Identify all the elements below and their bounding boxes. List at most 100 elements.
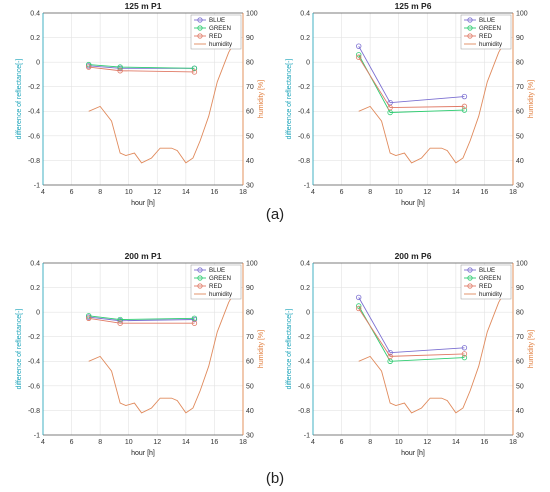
- y-right-tick-label: 40: [246, 158, 254, 165]
- series-group: [356, 37, 508, 164]
- y-tick-label: -0.4: [28, 359, 40, 366]
- series-line-blue: [358, 297, 465, 354]
- y-right-axis-label: humidity [%]: [258, 330, 265, 368]
- x-tick-label: 4: [311, 189, 315, 196]
- series-line-humidity: [358, 287, 508, 414]
- x-tick-label: 18: [509, 189, 517, 196]
- y-tick-label: -0.6: [298, 133, 310, 140]
- series-line-green: [88, 64, 195, 69]
- x-axis-label: hour [h]: [131, 200, 155, 207]
- y-tick-label: -1: [304, 182, 310, 189]
- y-right-tick-label: 100: [516, 260, 528, 267]
- x-tick-label: 12: [153, 189, 161, 196]
- y-tick-label: -0.2: [298, 84, 310, 91]
- x-tick-label: 8: [98, 439, 102, 446]
- legend-swatch-marker: [197, 33, 203, 39]
- x-tick-label: 16: [481, 439, 489, 446]
- legend-entry: humidity: [209, 41, 233, 48]
- y-right-tick-label: 80: [246, 60, 254, 67]
- legend-entry: humidity: [479, 41, 503, 48]
- y-right-tick-label: 30: [516, 432, 524, 439]
- legend-swatch-marker: [467, 33, 473, 39]
- y-axis-label: difference of reflectance[-]: [286, 59, 293, 140]
- y-tick-label: -0.6: [28, 383, 40, 390]
- x-tick-label: 14: [182, 439, 190, 446]
- y-tick-label: 0: [306, 310, 310, 317]
- y-right-tick-label: 80: [516, 60, 524, 67]
- y-right-tick-label: 60: [516, 359, 524, 366]
- chart-panel-3: 4 6 8 10 12 14 16 18 -1 -0.8 -0.6 -0.4 -0.2 0 0.2 0.4 30…: [16, 251, 265, 457]
- series-line-red: [358, 56, 465, 109]
- y-tick-label: -0.8: [28, 408, 40, 415]
- series-group: [86, 37, 238, 164]
- data-point-blue: [356, 294, 362, 301]
- chart-panel-4: 4 6 8 10 12 14 16 18 -1 -0.8 -0.6 -0.4 -0.2 0 0.2 0.4 30…: [286, 251, 535, 457]
- x-tick-label: 16: [211, 439, 219, 446]
- y-tick-label: 0.2: [30, 35, 40, 42]
- legend-swatch-marker: [467, 267, 473, 273]
- y-tick-label: -0.4: [298, 359, 310, 366]
- data-point-green: [356, 303, 362, 309]
- y-tick-label: -1: [304, 432, 310, 439]
- legend-swatch-marker: [467, 17, 473, 23]
- x-tick-label: 18: [509, 439, 517, 446]
- data-point-red: [356, 54, 362, 60]
- data-point-red: [461, 351, 468, 357]
- data-point-red: [191, 320, 198, 326]
- legend-entry: GREEN: [209, 25, 231, 32]
- series-line-blue: [358, 45, 465, 104]
- y-right-tick-label: 30: [246, 182, 254, 189]
- x-tick-label: 4: [311, 439, 315, 446]
- x-tick-label: 8: [368, 439, 372, 446]
- legend-box: [190, 264, 242, 300]
- legend-box: [460, 14, 512, 50]
- chart-panel-2: 4 6 8 10 12 14 16 18 -1 -0.8 -0.6 -0.4 -0.2 0 0.2 0.4 30…: [286, 1, 535, 207]
- data-point-blue: [461, 345, 468, 351]
- legend-swatch-marker: [197, 25, 203, 31]
- chart-panel-1: 4 6 8 10 12 14 16 18 -1 -0.8 -0.6 -0.4 -0.2 0 0.2 0.4 30…: [16, 1, 265, 207]
- y-axis-label: difference of reflectance[-]: [16, 309, 23, 390]
- legend-entry: RED: [479, 283, 493, 290]
- legend-entry: BLUE: [209, 267, 225, 274]
- y-right-axis-label: humidity [%]: [528, 80, 535, 118]
- data-point-red: [387, 104, 393, 111]
- data-point-blue: [461, 93, 468, 100]
- legend-entry: humidity: [479, 291, 503, 298]
- y-tick-label: -0.8: [298, 408, 310, 415]
- legend-entry: BLUE: [209, 17, 225, 24]
- y-right-tick-label: 50: [516, 133, 524, 140]
- chart-title: 200 m P1: [125, 251, 162, 261]
- data-point-red: [191, 69, 198, 75]
- y-right-tick-label: 100: [246, 260, 258, 267]
- y-right-tick-label: 40: [246, 408, 254, 415]
- legend-box: [190, 14, 242, 50]
- legend-swatch-marker: [197, 17, 203, 23]
- legend-entry: GREEN: [479, 25, 501, 32]
- legend-swatch-marker: [467, 25, 473, 31]
- x-tick-label: 12: [423, 439, 431, 446]
- legend-swatch-marker: [197, 267, 203, 273]
- legend-entry: BLUE: [479, 17, 495, 24]
- x-axis-label: hour [h]: [401, 200, 425, 207]
- y-tick-label: -0.4: [298, 109, 310, 116]
- y-right-tick-label: 80: [516, 310, 524, 317]
- data-point-green: [191, 65, 198, 71]
- y-tick-label: -0.6: [28, 133, 40, 140]
- y-right-tick-label: 70: [246, 84, 254, 91]
- data-point-red: [117, 68, 123, 74]
- y-right-tick-label: 90: [516, 285, 524, 292]
- x-tick-label: 16: [481, 189, 489, 196]
- y-right-tick-label: 60: [516, 109, 524, 116]
- x-tick-label: 12: [423, 189, 431, 196]
- y-right-axis-label: humidity [%]: [258, 80, 265, 118]
- y-axis-label: difference of reflectance[-]: [16, 59, 23, 140]
- series-line-humidity: [358, 37, 508, 164]
- y-tick-label: -0.2: [28, 84, 40, 91]
- y-tick-label: -0.2: [298, 334, 310, 341]
- series-line-red: [88, 66, 195, 73]
- y-right-axis-label: humidity [%]: [528, 330, 535, 368]
